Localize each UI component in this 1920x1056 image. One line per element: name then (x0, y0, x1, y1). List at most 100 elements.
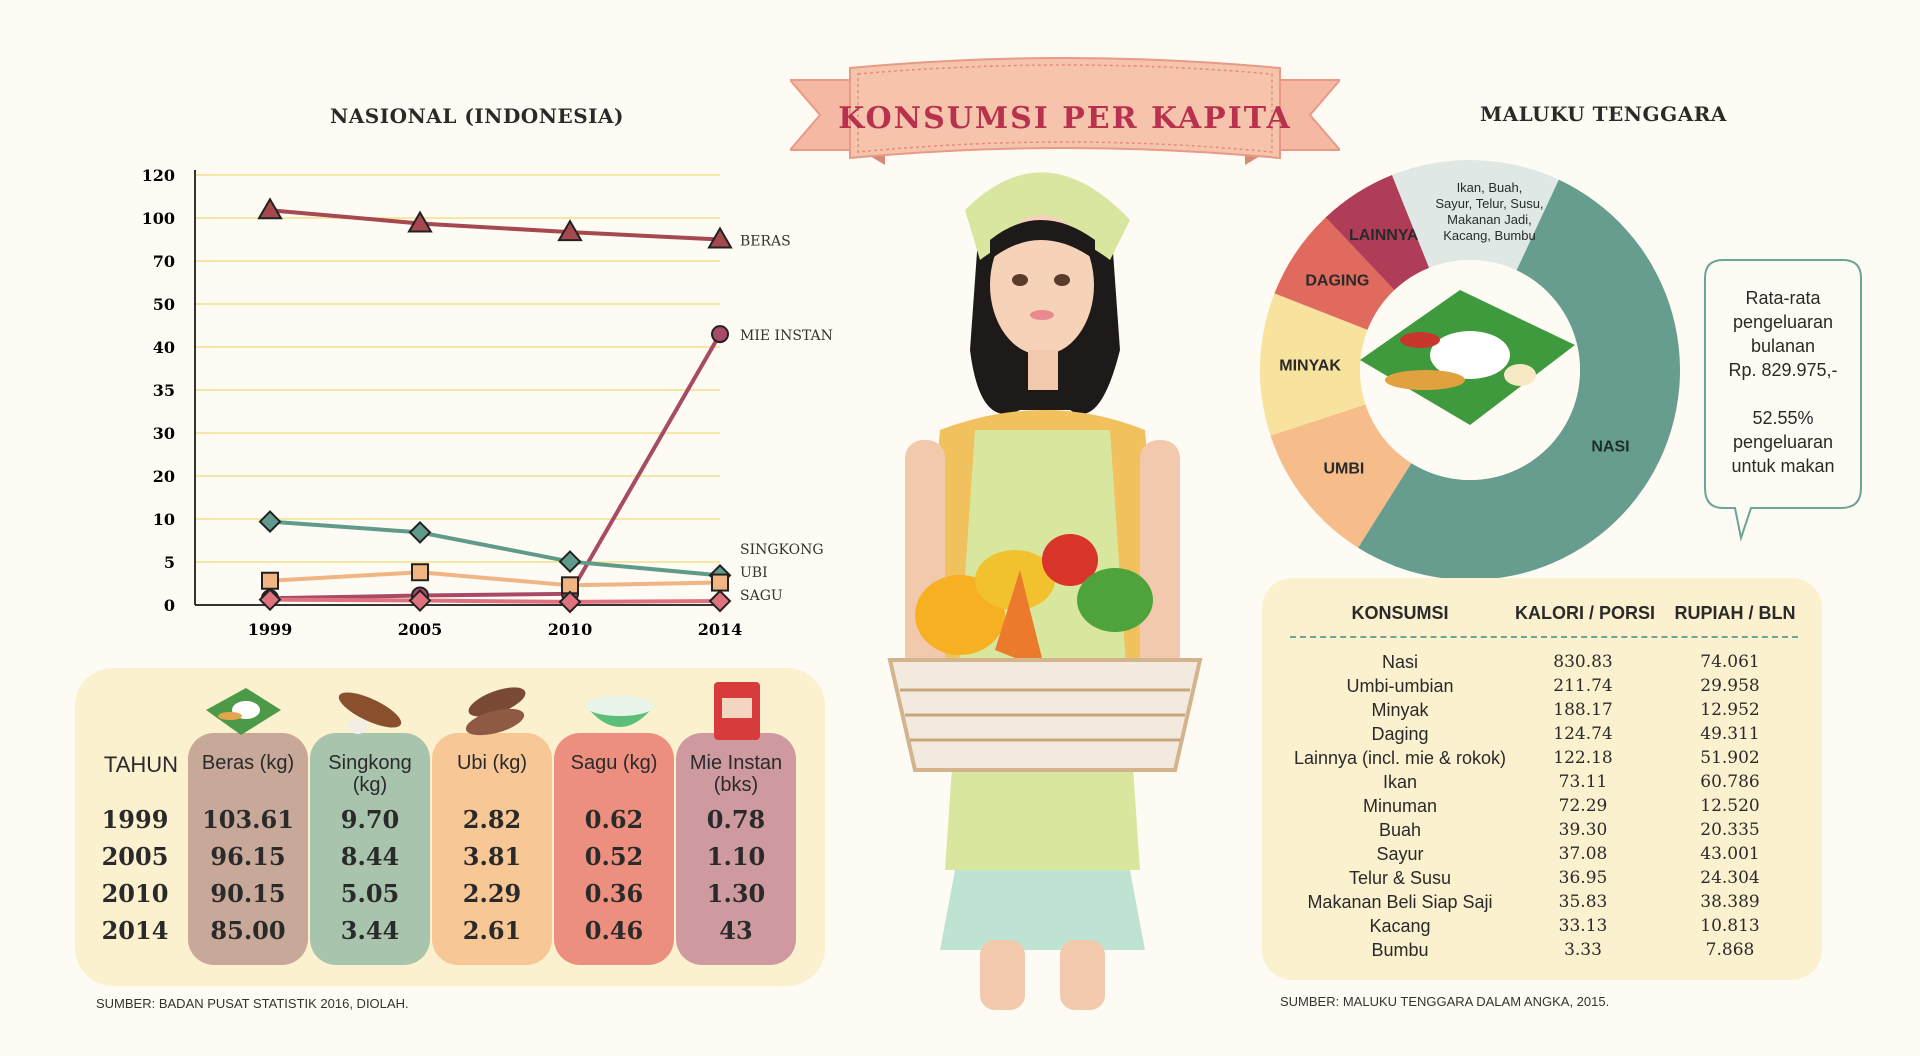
table-cell: 3.81 (462, 842, 522, 871)
column-header: Sagu (kg) (570, 752, 658, 774)
callout-line: bulanan (1750, 336, 1816, 356)
table-cell: 5.05 (340, 879, 400, 908)
table-column (310, 733, 430, 965)
series-line (269, 333, 722, 601)
sago-bowl-icon (586, 696, 654, 727)
table-cell: 2.82 (462, 805, 522, 834)
page-title: KONSUMSI PER KAPITA (838, 101, 1292, 136)
y-tick-label: 50 (153, 295, 175, 314)
calorie-value: 36.95 (1558, 868, 1608, 888)
maluku-title: MALUKU TENGGARA (1480, 102, 1727, 126)
rupiah-value: 43.001 (1700, 844, 1760, 864)
row-label: Minuman (1362, 796, 1438, 816)
speech-bubble (1704, 259, 1862, 542)
series-line (269, 597, 721, 604)
rice-plate-icon (206, 688, 281, 735)
rupiah-value: 20.335 (1700, 820, 1760, 840)
rupiah-value: 49.311 (1700, 724, 1760, 744)
callout-line: pengeluaran (1732, 432, 1834, 452)
series-label: SAGU (740, 588, 783, 604)
calorie-value: 830.83 (1553, 652, 1613, 672)
row-label: Kacang (1369, 916, 1431, 936)
data-point (408, 521, 432, 544)
calorie-value: 39.30 (1558, 820, 1608, 840)
table-cell: 3.44 (340, 916, 400, 945)
data-point (261, 571, 279, 590)
donut-slice (1270, 404, 1412, 548)
rupiah-value: 60.786 (1700, 772, 1760, 792)
year-label: 2010 (101, 879, 169, 908)
callout-line: 52.55% (1752, 408, 1814, 428)
row-label: Nasi (1381, 652, 1418, 672)
y-tick-label: 0 (164, 596, 175, 615)
donut-slice (1274, 217, 1395, 330)
series-label: SINGKONG (740, 542, 824, 558)
y-tick-label: 5 (164, 553, 175, 572)
calorie-value: 35.83 (1558, 892, 1608, 912)
series-line (269, 208, 721, 242)
maluku-source: SUMBER: MALUKU TENGGARA DALAM ANGKA, 201… (1280, 994, 1610, 1009)
rupiah-value: 29.958 (1700, 676, 1760, 696)
nasional-title: NASIONAL (INDONESIA) (330, 104, 625, 128)
series-label: UBI (740, 565, 768, 581)
slice-label: MINYAK (1279, 358, 1341, 375)
y-tick-label: 120 (142, 166, 175, 185)
nasional-source: SUMBER: BADAN PUSAT STATISTIK 2016, DIOL… (96, 996, 409, 1011)
donut-slice (1392, 160, 1559, 271)
table-cell: 2.29 (462, 879, 522, 908)
rupiah-value: 38.389 (1700, 892, 1760, 912)
column-header: Mie Instan (bks) (689, 752, 783, 796)
series-label: MIE INSTAN (740, 328, 833, 344)
table-cell: 85.00 (210, 916, 286, 945)
y-tick-label: 20 (153, 467, 175, 486)
data-point (558, 590, 582, 614)
table-cell: 1.10 (706, 842, 766, 871)
row-label: Bumbu (1371, 940, 1429, 960)
table-cell: 0.46 (584, 916, 644, 945)
table-column (554, 733, 674, 965)
table-cell: 1.30 (706, 879, 766, 908)
slice-label: LAINNYA (1349, 227, 1419, 244)
row-label: Makanan Beli Siap Saji (1307, 892, 1493, 912)
table-cell: 90.15 (210, 879, 286, 908)
col-header-rupiah: RUPIAH / BLN (1674, 603, 1796, 623)
maluku-table (1262, 578, 1822, 980)
table-column (432, 733, 552, 965)
x-tick-label: 1999 (248, 620, 293, 639)
series-line (269, 570, 721, 588)
row-label: Buah (1378, 820, 1422, 840)
table-column (188, 733, 308, 965)
callout-line (1705, 382, 1861, 406)
calorie-value: 188.17 (1553, 700, 1613, 720)
table-cell: 96.15 (210, 842, 286, 871)
donut-slice (1358, 179, 1680, 581)
sweet-potato-icon (465, 687, 526, 736)
y-tick-label: 40 (153, 338, 175, 357)
col-header-kalori: KALORI / PORSI (1514, 603, 1655, 623)
row-label: Ikan (1382, 772, 1418, 792)
table-cell: 2.61 (462, 916, 522, 945)
tahun-header: TAHUN (103, 752, 179, 777)
data-point (711, 573, 729, 592)
calorie-value: 211.74 (1553, 676, 1613, 696)
slice-label: NASI (1591, 439, 1629, 456)
data-point (711, 325, 729, 344)
slice-label: Ikan, Buah, Sayur, Telur, Susu, Makanan Ja… (1435, 180, 1543, 243)
row-label: Lainnya (incl. mie & rokok) (1293, 748, 1507, 768)
data-point (408, 589, 432, 612)
year-label: 2014 (101, 916, 169, 945)
row-label: Minyak (1371, 700, 1429, 720)
calorie-value: 72.29 (1558, 796, 1608, 816)
table-cell: 0.62 (584, 805, 644, 834)
row-label: Daging (1371, 724, 1429, 744)
col-header-konsumsi: KONSUMSI (1351, 603, 1449, 623)
calorie-value: 33.13 (1558, 916, 1608, 936)
table-cell: 43 (719, 916, 753, 945)
woman-with-basket-illustration (887, 172, 1203, 1010)
series-line (269, 519, 721, 578)
data-point (407, 210, 433, 233)
data-point (557, 219, 583, 242)
data-point (558, 550, 582, 573)
donut-slice (1325, 175, 1430, 291)
title-ribbon: KONSUMSI PER KAPITA (790, 57, 1340, 165)
